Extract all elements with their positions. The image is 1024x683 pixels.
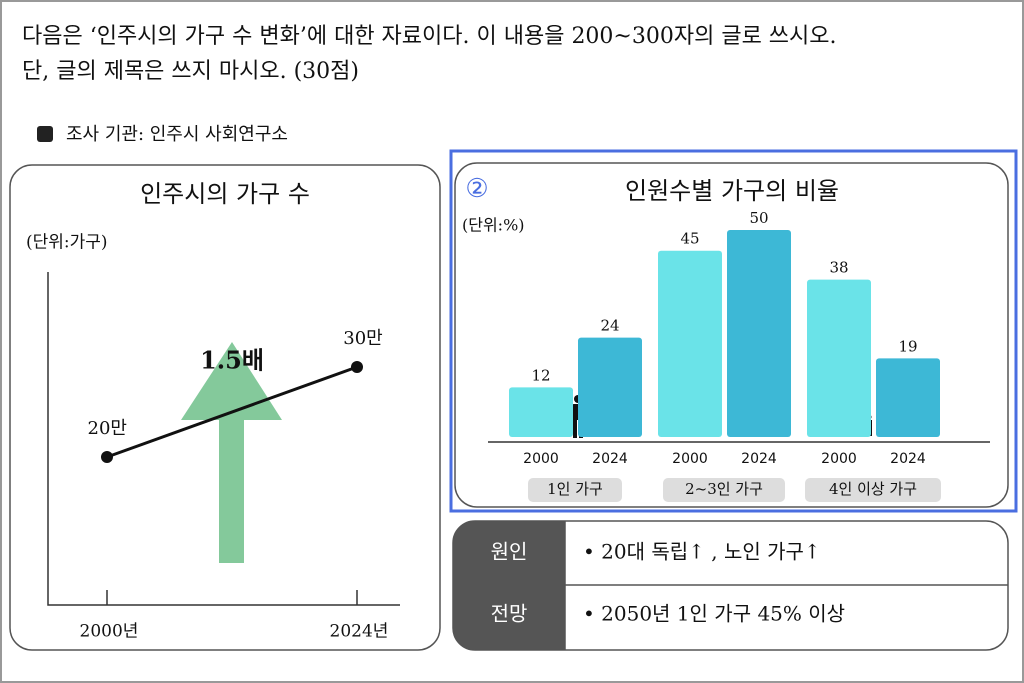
table-header-column [453,521,565,650]
growth-arrow [181,342,282,563]
row-content: • 20대 독립↑ , 노인 가구↑ [583,540,821,564]
row-header: 전망 [491,602,528,626]
group-label: 1인 가구 [547,480,603,498]
left-axes [47,272,400,606]
group-label-bg [663,478,785,502]
left-panel [9,164,441,651]
year-label: 2024 [890,451,926,467]
x-tick-label: 2024년 [330,622,389,642]
annotation: 1.5배 [200,346,264,375]
bullet [37,126,53,142]
x-tick-label: 2000년 [80,622,139,642]
year-label: 2000 [523,451,559,467]
bar [807,279,871,437]
table-divider [564,521,1008,650]
bar [509,387,573,437]
chart-title: 인원수별 가구의 비율 [625,177,839,205]
data-label: 45 [680,230,699,248]
right-panel [454,162,1009,508]
data-label: 24 [600,317,619,335]
group-label-bg [528,478,622,502]
marker: ② [465,174,488,204]
bar [578,337,642,437]
chart-title: 인주시의 가구 수 [140,180,310,208]
bar [727,230,791,437]
bar [658,250,722,437]
year-label: 2024 [741,451,777,467]
year-label: 2000 [821,451,857,467]
data-label: 38 [829,259,848,277]
group-label-bg [805,478,941,502]
data-label: 50 [749,209,768,227]
data-label: 19 [898,337,917,355]
data-point [351,361,363,373]
year-label: 2000 [672,451,708,467]
value-label: 20만 [88,418,127,439]
question-line: 다음은 ‘인주시의 가구 수 변화’에 대한 자료이다. 이 내용을 200~3… [22,24,837,49]
bar [876,358,940,437]
group-label: 4인 이상 가구 [829,480,917,498]
data-point [101,451,113,463]
row-header: 원인 [491,540,528,564]
highlight-box [449,149,1018,513]
group-label: 2~3인 가구 [685,480,763,498]
unit-label: (단위:가구) [26,233,108,253]
data-label: 12 [531,366,550,384]
question-line: 단, 글의 제목은 쓰지 마시오. (30점) [22,59,359,84]
trend-line [106,365,358,459]
row-content: • 2050년 1인 가구 45% 이상 [583,602,845,626]
value-label: 30만 [343,328,382,349]
year-label: 2024 [592,451,628,467]
unit-label: (단위:%) [462,216,525,235]
source: 조사 기관: 인주시 사회연구소 [66,124,288,145]
